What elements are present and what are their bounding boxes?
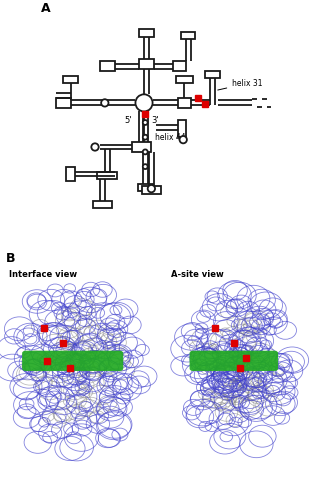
Text: A: A — [41, 2, 51, 16]
Circle shape — [136, 94, 153, 112]
Bar — [97, 172, 117, 179]
Bar — [56, 98, 70, 108]
Bar — [100, 61, 115, 71]
Bar — [142, 186, 161, 194]
FancyBboxPatch shape — [190, 350, 278, 371]
Bar — [181, 32, 196, 39]
Text: Interface view: Interface view — [9, 270, 78, 279]
Bar — [132, 142, 151, 152]
Circle shape — [143, 134, 148, 140]
Bar — [173, 61, 186, 71]
Bar — [178, 120, 186, 137]
Text: helix 31: helix 31 — [218, 79, 263, 90]
Text: B: B — [6, 252, 16, 265]
Circle shape — [148, 185, 155, 192]
Circle shape — [143, 150, 148, 154]
Text: 5': 5' — [124, 116, 132, 124]
Bar — [66, 166, 76, 182]
Circle shape — [179, 136, 187, 143]
Circle shape — [101, 99, 108, 106]
Text: A-site view: A-site view — [171, 270, 223, 279]
Bar — [63, 76, 78, 84]
FancyBboxPatch shape — [22, 350, 123, 371]
Bar — [176, 76, 193, 84]
Circle shape — [91, 144, 99, 150]
Bar — [178, 98, 191, 108]
Bar — [138, 184, 153, 191]
Bar — [93, 201, 112, 208]
Circle shape — [143, 120, 148, 125]
Text: helix 44: helix 44 — [155, 132, 186, 141]
Text: 3': 3' — [151, 116, 159, 124]
Bar — [139, 59, 154, 69]
Bar — [139, 30, 154, 37]
Circle shape — [143, 164, 148, 169]
Bar — [205, 71, 220, 78]
